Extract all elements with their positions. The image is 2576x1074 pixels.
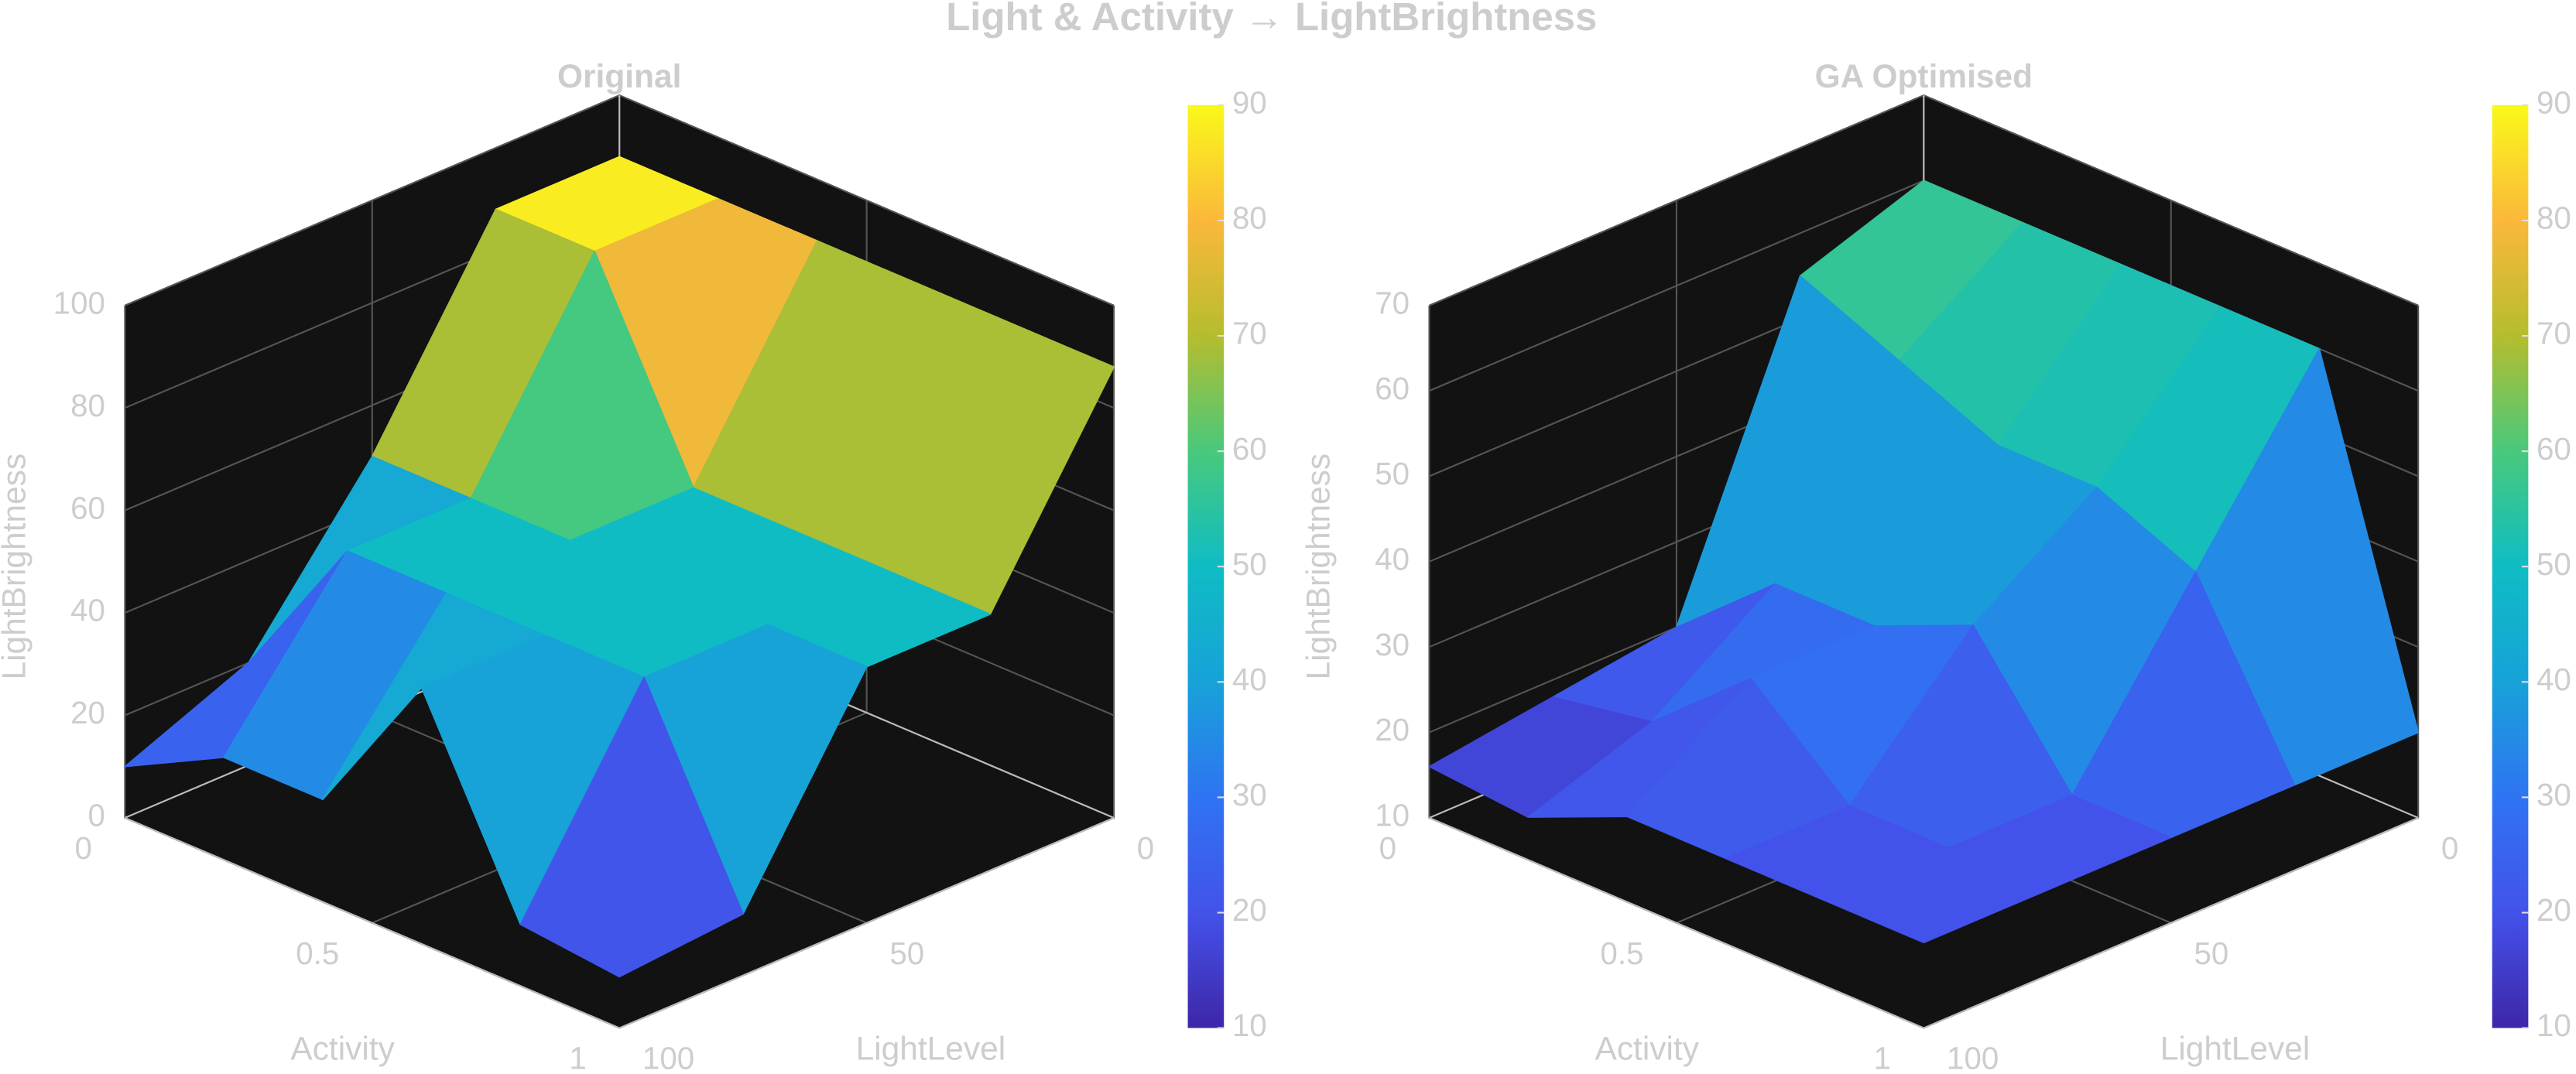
x-tick-label: 0.5: [296, 935, 339, 971]
colorbar-tick-label: 10: [2537, 1007, 2571, 1043]
colorbar-tick-label: 70: [1232, 316, 1267, 351]
colorbar-tick-label: 50: [2537, 546, 2571, 582]
z-tick-label: 60: [1375, 371, 1410, 406]
z-tick-label: 100: [53, 285, 105, 320]
colorbar-tick-label: 90: [2537, 84, 2571, 120]
z-tick-label: 30: [1375, 627, 1410, 662]
z-tick-label: 80: [70, 388, 105, 423]
z-tick-label: 10: [1375, 798, 1410, 833]
colorbar-tick-label: 10: [1232, 1007, 1267, 1043]
y-tick-label: 100: [642, 1041, 694, 1074]
z-tick-label: 20: [70, 695, 105, 730]
subplot-title: GA Optimised: [1815, 58, 2033, 94]
z-tick-label: 60: [70, 490, 105, 525]
x-tick-label: 1: [1873, 1041, 1890, 1074]
y-tick-label: 50: [2194, 935, 2228, 971]
y-axis-title: LightLevel: [856, 1031, 1005, 1067]
z-tick-label: 40: [70, 593, 105, 628]
colorbar-tick-label: 90: [1232, 84, 1267, 120]
x-axis-title: Activity: [290, 1031, 395, 1067]
y-tick-label: 0: [1137, 830, 1154, 866]
z-tick-label: 0: [88, 798, 105, 833]
colorbar-tick-label: 20: [1232, 892, 1267, 928]
x-tick-label: 0.5: [1600, 935, 1643, 971]
axis-edge: [124, 816, 620, 1029]
colorbar-tick-label: 50: [1232, 546, 1267, 582]
y-tick-label: 100: [1947, 1041, 1999, 1074]
colorbar-tick-label: 60: [1232, 431, 1267, 467]
axis-edge: [618, 816, 1115, 1029]
surface-patch: [519, 676, 744, 978]
colorbar-tick-label: 30: [2537, 777, 2571, 812]
x-axis-title: Activity: [1595, 1031, 1700, 1067]
axis-edge: [1429, 816, 1924, 1029]
x-tick-label: 1: [569, 1041, 586, 1074]
colorbar-tick-label: 40: [1232, 662, 1267, 697]
colorbar-tick-label: 20: [2537, 892, 2571, 928]
colorbar-tick-label: 80: [2537, 200, 2571, 236]
z-tick-label: 40: [1375, 541, 1410, 576]
x-tick-label: 0: [75, 830, 92, 866]
colorbar-tick-label: 30: [1232, 777, 1267, 812]
colorbar-tick-label: 40: [2537, 662, 2571, 697]
colorbar-tick-label: 80: [1232, 200, 1267, 236]
z-tick-label: 20: [1375, 712, 1410, 747]
subplot-title: Original: [557, 58, 681, 94]
surface-patch: [1824, 847, 2048, 944]
colorbar-tick-label: 60: [2537, 431, 2571, 467]
z-axis-title: LightBrightness: [1300, 453, 1337, 680]
z-tick-label: 70: [1375, 285, 1410, 320]
z-axis-title: LightBrightness: [0, 453, 33, 680]
y-axis-title: LightLevel: [2160, 1031, 2310, 1067]
y-tick-label: 50: [889, 935, 924, 971]
axis-edge: [1923, 816, 2419, 1029]
z-tick-label: 50: [1375, 456, 1410, 491]
x-tick-label: 0: [1379, 830, 1396, 866]
figure-title: Light & Activity → LightBrightness: [946, 0, 1597, 39]
colorbar-tick-label: 70: [2537, 316, 2571, 351]
y-tick-label: 0: [2441, 830, 2458, 866]
